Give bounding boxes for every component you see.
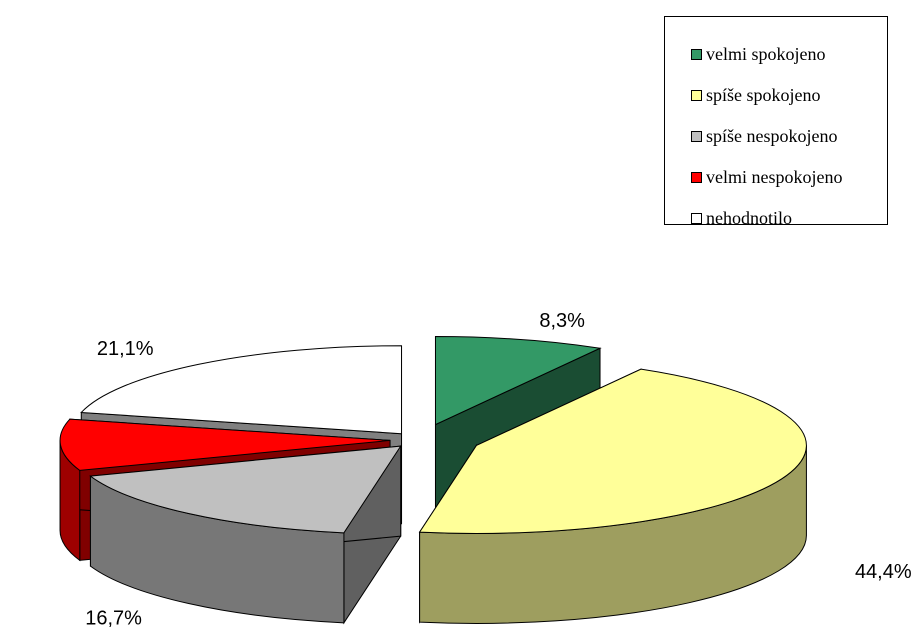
legend-item-nehodnotilo: nehodnotilo [691,208,792,228]
legend-swatch-spise-nespokojeno [691,130,702,142]
legend-item-velmi-spokojeno: velmi spokojeno [691,44,826,64]
legend-item-spise-nespokojeno: spíše nespokojeno [691,126,837,146]
slice-top-nehodnotilo [80,345,403,435]
legend-swatch-velmi-nespokojeno [691,171,702,183]
slice-top-spise-spokojeno [418,368,807,534]
chart-legend: velmi spokojeno spíše spokojeno spíše ne… [664,16,888,228]
legend-item-spise-spokojeno: spíše spokojeno [691,85,821,105]
data-label-spise-nespokojeno: 16,7% [85,607,142,629]
pie-slice-spise-nespokojeno [89,444,402,625]
legend-item-velmi-nespokojeno: velmi nespokojeno [691,167,842,187]
legend-label-velmi-spokojeno: velmi spokojeno [706,43,826,64]
slice-top-spise-nespokojeno [89,445,402,534]
legend-label-spise-nespokojeno: spíše nespokojeno [706,125,838,146]
slice-top-velmi-spokojeno [434,336,602,426]
legend-label-nehodnotilo: nehodnotilo [706,207,792,228]
data-label-spise-spokojeno: 44,4% [855,561,911,583]
pie-slice-spise-spokojeno [418,368,807,624]
data-label-velmi-spokojeno: 8,3% [539,310,585,332]
legend-swatch-nehodnotilo [691,212,702,224]
legend-label-spise-spokojeno: spíše spokojeno [706,84,821,105]
legend-label-velmi-nespokojeno: velmi nespokojeno [706,166,843,187]
data-label-nehodnotilo: 21,1% [97,338,154,360]
legend-swatch-spise-spokojeno [691,89,702,101]
legend-swatch-velmi-spokojeno [691,48,702,60]
slice-top-velmi-nespokojeno [59,418,391,471]
